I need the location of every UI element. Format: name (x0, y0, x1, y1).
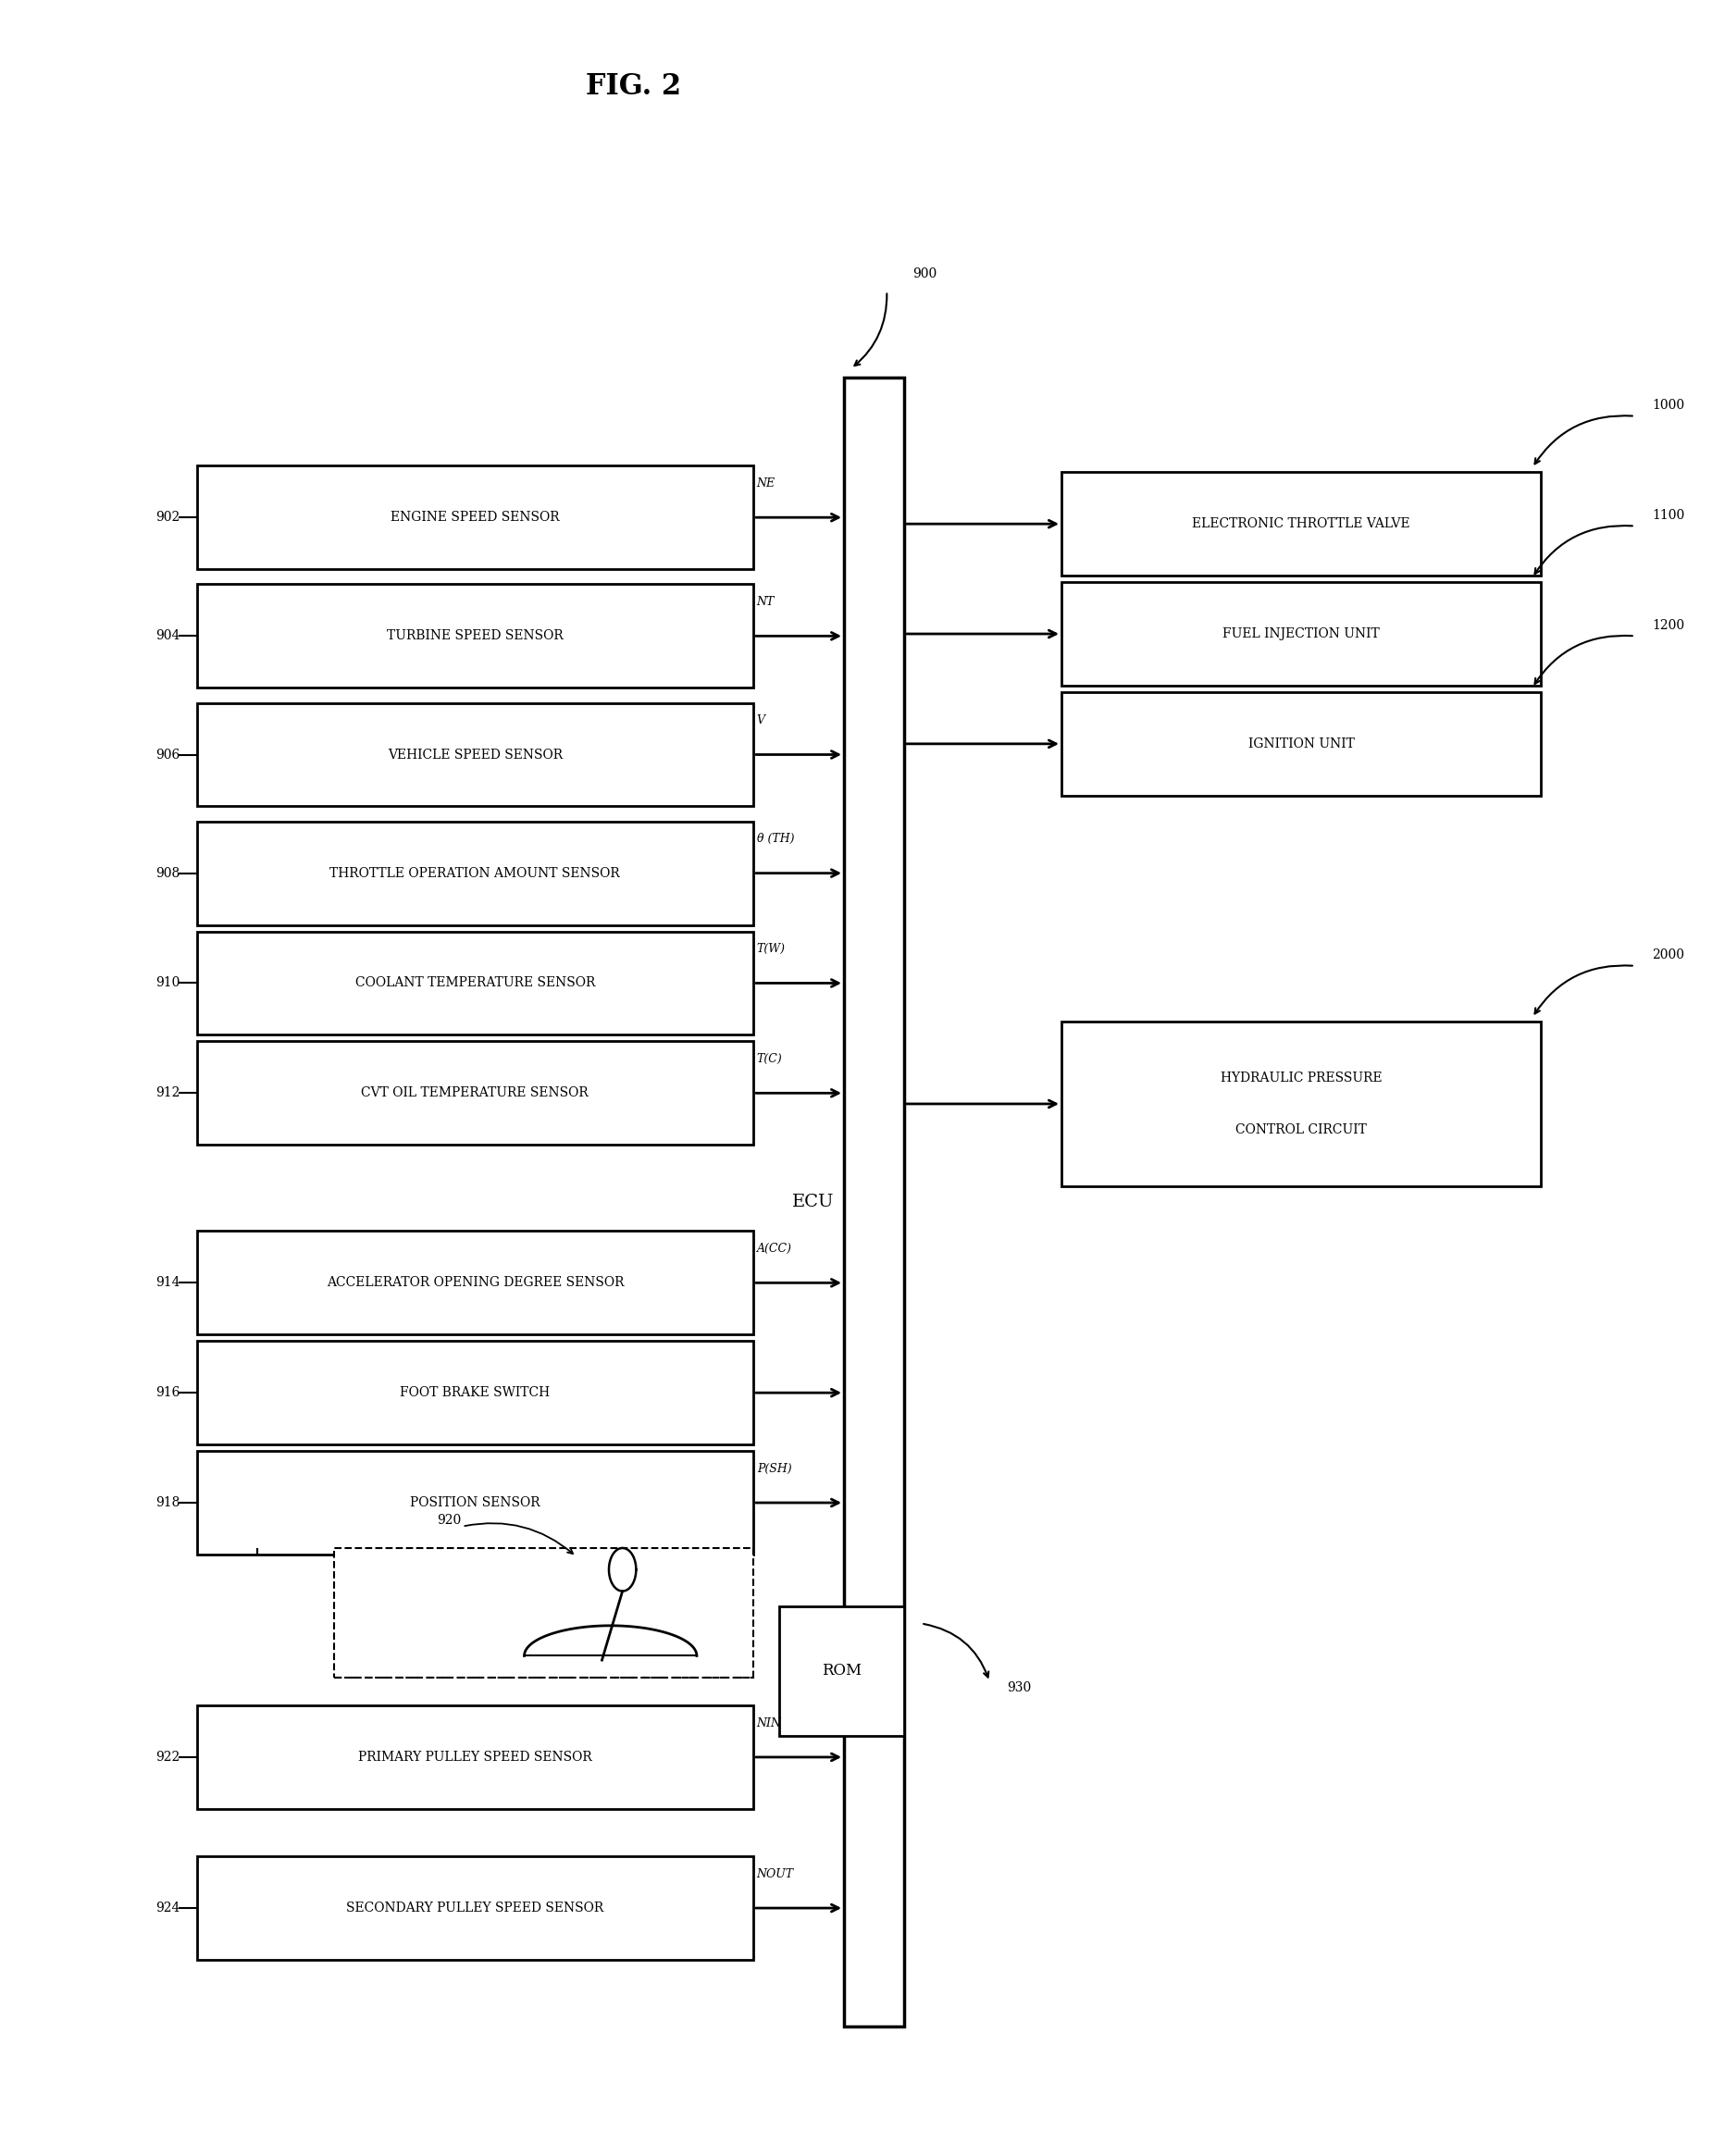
Text: 920: 920 (437, 1514, 461, 1526)
Text: NOUT: NOUT (757, 1867, 794, 1880)
Text: NE: NE (757, 476, 776, 489)
FancyBboxPatch shape (334, 1548, 753, 1677)
Text: 910: 910 (156, 977, 180, 990)
Text: 1000: 1000 (1652, 399, 1685, 412)
Text: 908: 908 (156, 867, 180, 880)
Text: ROM: ROM (822, 1662, 861, 1680)
FancyBboxPatch shape (844, 377, 904, 2027)
Text: V: V (757, 714, 765, 727)
Text: SECONDARY PULLEY SPEED SENSOR: SECONDARY PULLEY SPEED SENSOR (346, 1902, 604, 1915)
Text: 2000: 2000 (1652, 949, 1685, 962)
FancyBboxPatch shape (779, 1606, 904, 1736)
Text: 930: 930 (1007, 1682, 1031, 1695)
Text: CVT OIL TEMPERATURE SENSOR: CVT OIL TEMPERATURE SENSOR (361, 1087, 589, 1100)
FancyBboxPatch shape (197, 584, 753, 688)
FancyBboxPatch shape (197, 703, 753, 806)
Text: NIN: NIN (757, 1716, 782, 1729)
FancyBboxPatch shape (1061, 692, 1541, 796)
Text: 912: 912 (156, 1087, 180, 1100)
FancyBboxPatch shape (197, 1705, 753, 1809)
Text: P(SH): P(SH) (757, 1462, 791, 1475)
Text: 902: 902 (156, 511, 180, 524)
Text: 922: 922 (156, 1751, 180, 1764)
FancyBboxPatch shape (197, 1856, 753, 1960)
Text: 900: 900 (912, 267, 936, 280)
Text: PRIMARY PULLEY SPEED SENSOR: PRIMARY PULLEY SPEED SENSOR (358, 1751, 592, 1764)
Text: IGNITION UNIT: IGNITION UNIT (1248, 737, 1354, 750)
Text: VEHICLE SPEED SENSOR: VEHICLE SPEED SENSOR (387, 748, 563, 761)
Text: TURBINE SPEED SENSOR: TURBINE SPEED SENSOR (387, 630, 563, 642)
Text: 924: 924 (156, 1902, 180, 1915)
Text: 918: 918 (156, 1496, 180, 1509)
Text: COOLANT TEMPERATURE SENSOR: COOLANT TEMPERATURE SENSOR (354, 977, 596, 990)
Text: T(W): T(W) (757, 942, 786, 955)
Text: ENGINE SPEED SENSOR: ENGINE SPEED SENSOR (390, 511, 560, 524)
FancyBboxPatch shape (197, 1231, 753, 1335)
Text: 916: 916 (156, 1386, 180, 1399)
Text: θ (TH): θ (TH) (757, 832, 794, 845)
Text: A(CC): A(CC) (757, 1242, 793, 1255)
FancyBboxPatch shape (197, 821, 753, 925)
Text: 904: 904 (156, 630, 180, 642)
Text: 1200: 1200 (1652, 619, 1685, 632)
Text: 1100: 1100 (1652, 509, 1685, 522)
FancyBboxPatch shape (197, 1341, 753, 1445)
Text: CONTROL CIRCUIT: CONTROL CIRCUIT (1236, 1123, 1366, 1136)
Text: NT: NT (757, 595, 774, 608)
FancyBboxPatch shape (1061, 582, 1541, 686)
FancyBboxPatch shape (197, 1041, 753, 1145)
Text: ECU: ECU (793, 1194, 834, 1210)
Text: FOOT BRAKE SWITCH: FOOT BRAKE SWITCH (401, 1386, 550, 1399)
Text: T(C): T(C) (757, 1052, 782, 1065)
FancyBboxPatch shape (197, 1451, 753, 1554)
FancyBboxPatch shape (1061, 1022, 1541, 1186)
Text: HYDRAULIC PRESSURE: HYDRAULIC PRESSURE (1221, 1072, 1382, 1084)
Text: FIG. 2: FIG. 2 (586, 71, 681, 101)
Text: POSITION SENSOR: POSITION SENSOR (409, 1496, 541, 1509)
FancyBboxPatch shape (197, 931, 753, 1035)
Text: ACCELERATOR OPENING DEGREE SENSOR: ACCELERATOR OPENING DEGREE SENSOR (327, 1276, 623, 1289)
Text: ELECTRONIC THROTTLE VALVE: ELECTRONIC THROTTLE VALVE (1192, 517, 1411, 530)
FancyBboxPatch shape (1061, 472, 1541, 576)
Text: 914: 914 (156, 1276, 180, 1289)
Text: FUEL INJECTION UNIT: FUEL INJECTION UNIT (1222, 627, 1380, 640)
Text: 906: 906 (156, 748, 180, 761)
FancyBboxPatch shape (197, 466, 753, 569)
Text: THROTTLE OPERATION AMOUNT SENSOR: THROTTLE OPERATION AMOUNT SENSOR (330, 867, 620, 880)
